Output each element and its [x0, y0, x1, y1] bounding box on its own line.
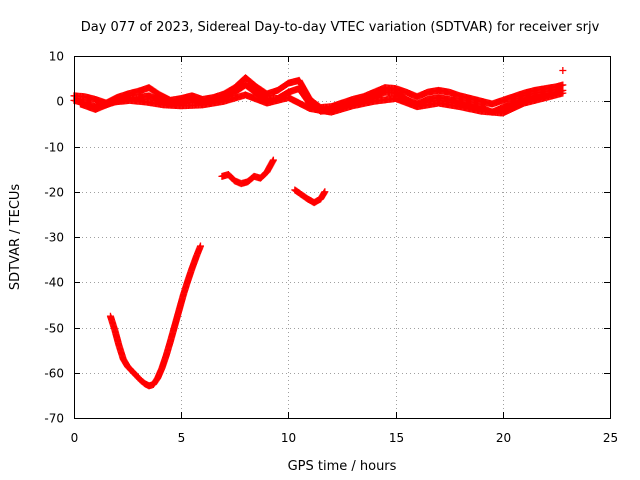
y-tick-label: -10	[44, 141, 64, 155]
x-tick-label: 20	[496, 431, 511, 445]
y-axis-label: SDTVAR / TECUs	[8, 184, 23, 291]
y-tick-label: -40	[44, 276, 64, 290]
series-band-a	[70, 74, 567, 112]
x-tick-label: 25	[603, 431, 618, 445]
series-isolated	[559, 66, 567, 74]
x-axis-label: GPS time / hours	[288, 459, 397, 474]
x-tick-label: 15	[389, 431, 404, 445]
y-tick-label: -60	[44, 367, 64, 381]
x-tick-label: 0	[71, 431, 79, 445]
y-tick-label: -50	[44, 322, 64, 336]
y-tick-label: -30	[44, 231, 64, 245]
y-tick-label: 0	[56, 95, 64, 109]
y-tick-label: -70	[44, 412, 64, 426]
plot-frame	[74, 56, 611, 419]
data-point	[196, 242, 204, 250]
chart-title: Day 077 of 2023, Sidereal Day-to-day VTE…	[81, 20, 600, 35]
data-point	[321, 188, 329, 196]
y-tick-label: 10	[49, 50, 64, 64]
series-mid-segment-2	[291, 186, 329, 207]
x-tick-label: 5	[178, 431, 186, 445]
series-mid-segment-1	[218, 156, 277, 188]
grid-layer	[74, 56, 610, 418]
data-point	[269, 156, 277, 164]
data-layer	[70, 66, 567, 390]
y-tick-label: -20	[44, 186, 64, 200]
data-point	[559, 66, 567, 74]
series-deep-dip	[106, 242, 204, 390]
x-tick-label: 10	[281, 431, 296, 445]
data-point	[559, 89, 567, 97]
tick-layer: 0 5 10 15 20 25 10 0 -10 -20 -30 -40 -50 -60 -70	[44, 50, 618, 446]
series-band-c	[76, 89, 567, 117]
